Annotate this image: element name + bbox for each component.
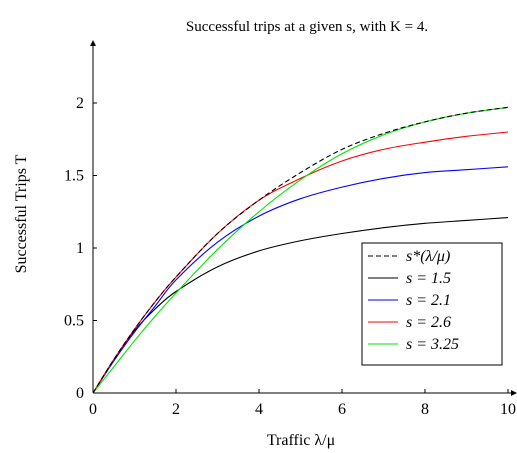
legend: s*(λ/μ) s = 1.5 s = 2.1 s = 2.6 s = 3.25 [361,242,503,366]
series-line-1 [92,217,509,394]
series-line-2 [92,166,509,394]
x-axis-label: Traffic λ/μ [267,432,335,449]
y-tick-label: 2 [76,95,84,112]
axes [90,40,517,396]
x-tick-label: 0 [89,401,97,418]
y-tick-label: 0.5 [64,313,84,330]
ticks: 0 2 4 6 8 10 0 0.5 1 1.5 2 [64,95,516,418]
x-axis-arrow [511,390,517,396]
y-tick-label: 1 [76,240,84,257]
x-tick-label: 6 [338,401,346,418]
series-line-0 [92,106,509,394]
y-axis-label: Successful Trips T [13,154,30,273]
x-tick-label: 8 [421,401,429,418]
y-tick-label: 0 [76,385,84,402]
legend-label: s = 2.1 [406,292,451,309]
legend-box [361,242,503,366]
legend-label: s*(λ/μ) [406,248,450,265]
x-tick-label: 10 [500,401,516,418]
x-tick-label: 4 [255,401,263,418]
legend-label: s = 3.25 [406,336,459,353]
chart-title: Successful trips at a given s, with K = … [186,19,428,35]
y-tick-label: 1.5 [64,168,84,185]
legend-label: s = 2.6 [406,314,451,331]
y-axis-arrow [90,40,96,46]
series-lines [92,106,509,394]
x-tick-label: 2 [172,401,180,418]
legend-label: s = 1.5 [406,270,451,287]
